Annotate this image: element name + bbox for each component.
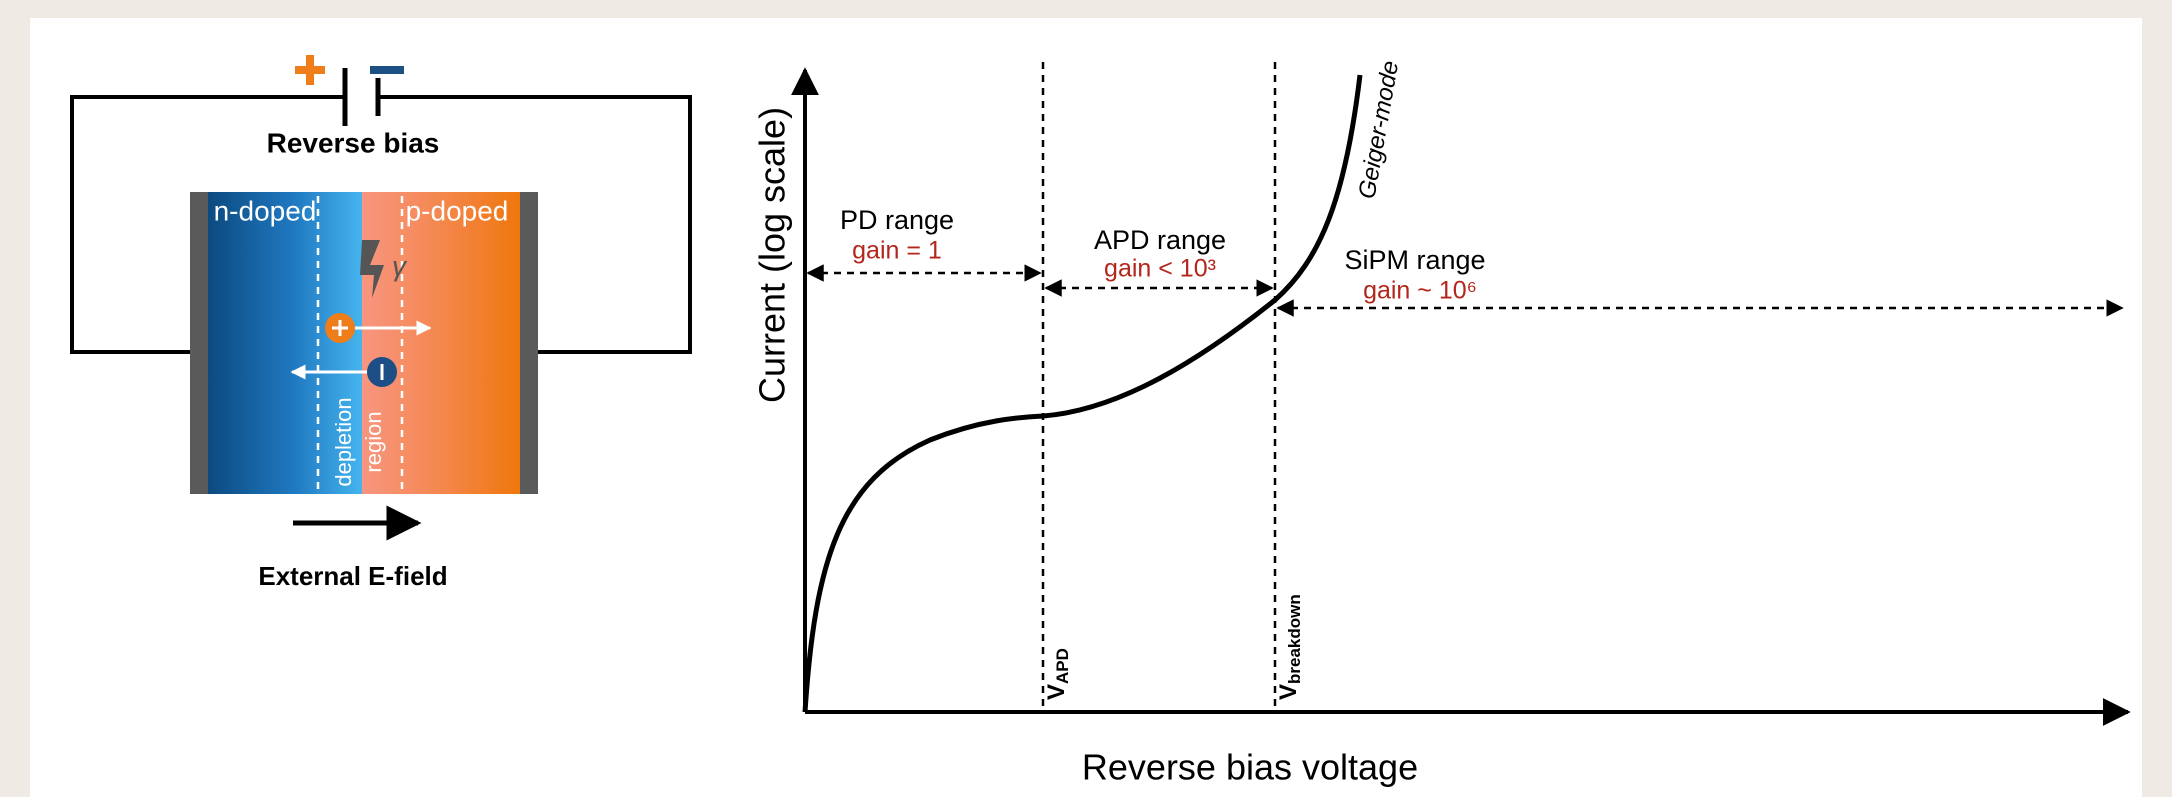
n-label: n-doped xyxy=(214,195,317,226)
range-gain: gain ~ 10⁶ xyxy=(1363,277,1477,305)
depletion-label: depletion xyxy=(331,397,356,486)
range-name: APD range xyxy=(1094,225,1226,255)
range-name: PD range xyxy=(840,205,954,235)
photon-label: γ xyxy=(392,250,408,281)
range-name: SiPM range xyxy=(1344,245,1485,275)
page: Reverse bias n-doped p-doped γ depletion… xyxy=(0,0,2172,797)
range-gain: gain < 10³ xyxy=(1104,255,1216,283)
marker-main: V xyxy=(1275,684,1302,700)
range-gain: gain = 1 xyxy=(852,237,942,265)
marker-sub: APD xyxy=(1053,648,1072,684)
x-axis-title: Reverse bias voltage xyxy=(1082,747,1418,788)
marker-sub: breakdown xyxy=(1285,594,1304,684)
p-label: p-doped xyxy=(406,195,509,226)
bias-label: Reverse bias xyxy=(267,127,440,158)
y-axis-title: Current (log scale) xyxy=(752,107,793,403)
field-label: External E-field xyxy=(258,561,447,591)
marker-main: V xyxy=(1043,684,1070,700)
region-label: region xyxy=(361,411,386,472)
